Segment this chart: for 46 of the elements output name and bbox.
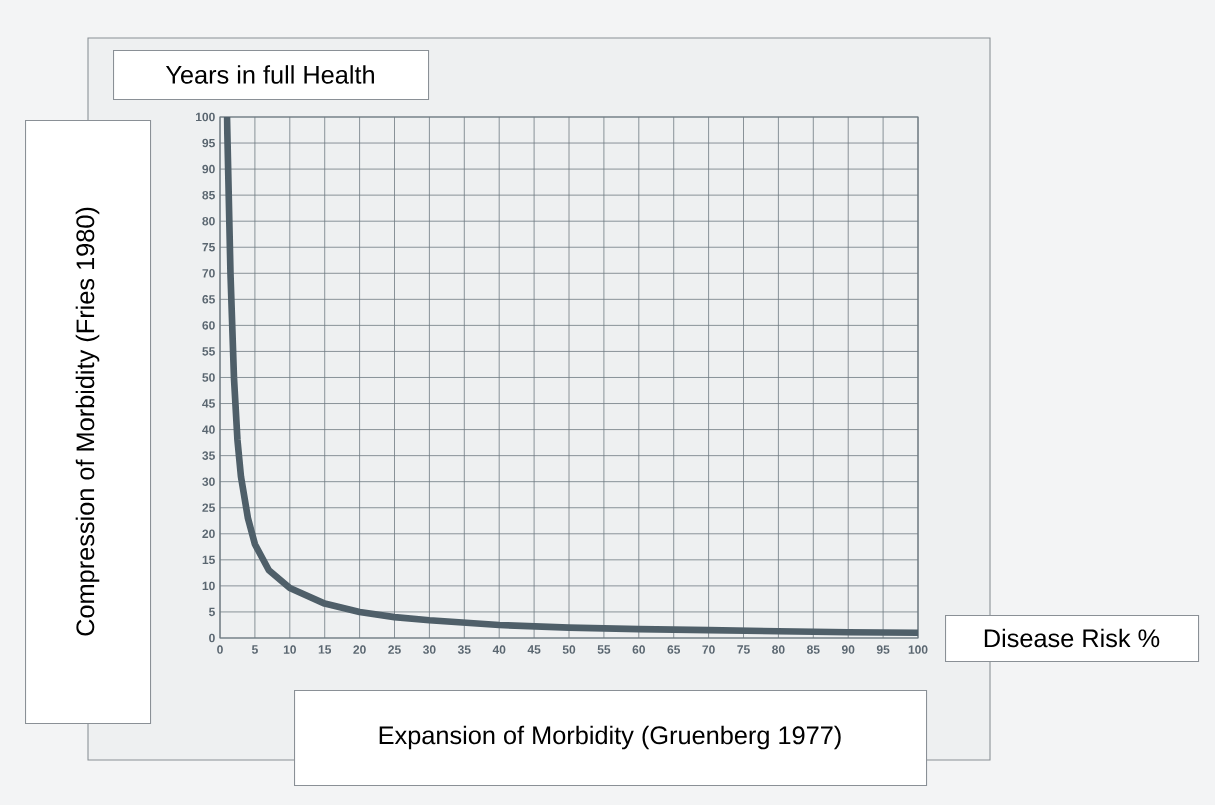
x-tick-label: 50 xyxy=(562,645,576,654)
y-tick-label: 20 xyxy=(202,529,215,539)
x-axis-title: Disease Risk % xyxy=(984,628,1160,648)
x-tick-label: 100 xyxy=(908,645,928,654)
x-tick-label: 25 xyxy=(388,645,401,654)
y-tick-label: 90 xyxy=(202,164,215,174)
y-tick-label: 100 xyxy=(196,112,215,122)
y-tick-label: 35 xyxy=(202,451,215,460)
x-tick-label: 90 xyxy=(841,645,855,654)
y-tick-label: 15 xyxy=(202,555,215,565)
y-tick-label: 5 xyxy=(209,607,215,617)
x-tick-label: 0 xyxy=(217,645,223,654)
x-tick-label: 95 xyxy=(876,645,890,654)
y-tick-label: 25 xyxy=(202,503,215,512)
x-tick-label: 40 xyxy=(492,645,506,654)
y-tick-label: 60 xyxy=(202,321,215,330)
x-tick-label: 30 xyxy=(423,645,436,654)
x-tick-label: 55 xyxy=(597,645,611,654)
y-tick-label: 30 xyxy=(202,477,215,486)
x-tick-label: 70 xyxy=(702,645,715,654)
x-tick-label: 85 xyxy=(807,645,820,654)
x-tick-label: 65 xyxy=(667,645,681,654)
x-tick-label: 10 xyxy=(283,645,296,654)
x-tick-label: 75 xyxy=(737,645,750,654)
x-tick-label: 60 xyxy=(632,645,645,654)
y-tick-label: 75 xyxy=(202,243,215,252)
y-tick-label: 45 xyxy=(202,399,215,408)
x-tick-label: 45 xyxy=(527,645,541,654)
x-tick-label: 80 xyxy=(772,645,785,654)
y-axis-title: Years in full Health xyxy=(165,65,374,84)
y-tick-label: 50 xyxy=(202,373,215,382)
y-tick-label: 85 xyxy=(202,190,215,200)
y-tick-label: 55 xyxy=(202,347,215,356)
y-tick-label: 95 xyxy=(202,138,215,148)
text: Expansion of Morbidity (Gruenberg 1977) xyxy=(379,725,841,750)
y-tick-label: 65 xyxy=(202,295,215,304)
y-tick-label: 0 xyxy=(209,633,215,643)
x-tick-label: 20 xyxy=(353,645,366,654)
x-tick-label: 5 xyxy=(251,645,258,654)
y-tick-label: 80 xyxy=(202,216,215,226)
x-tick-label: 15 xyxy=(318,645,332,654)
y-tick-label: 10 xyxy=(202,581,215,591)
text: Compression of Morbidity (Fries 1980) xyxy=(75,207,100,636)
x-tick-label: 35 xyxy=(457,645,471,654)
y-tick-label: 70 xyxy=(202,269,215,278)
y-tick-label: 40 xyxy=(202,425,215,434)
